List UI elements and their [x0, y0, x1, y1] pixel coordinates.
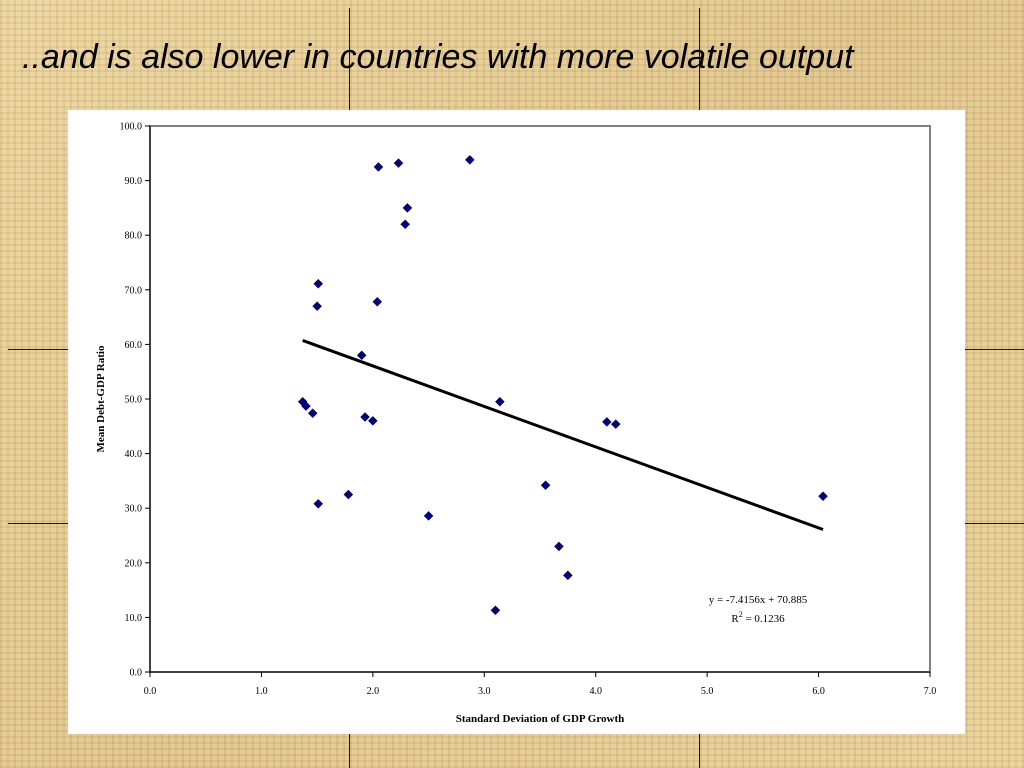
tile-seam-horizontal-left-1: [8, 349, 68, 350]
y-tick-label: 0.0: [130, 668, 143, 679]
x-tick-label: 4.0: [589, 686, 602, 697]
tile-seam-vertical-1: [349, 8, 350, 110]
data-point: [540, 480, 551, 491]
data-point: [402, 203, 413, 213]
data-point: [373, 162, 384, 172]
plot-area-frame: [149, 125, 931, 673]
tile-seam-vertical-3: [349, 734, 350, 768]
slide-title: ..and is also lower in countries with mo…: [22, 38, 854, 76]
data-point: [313, 498, 324, 509]
data-point: [400, 219, 411, 230]
data-point: [307, 408, 318, 419]
r-squared-label: R2 = 0.1236: [731, 610, 785, 625]
r-squared-value: = 0.1236: [743, 613, 785, 625]
data-point: [360, 412, 370, 422]
x-tick-label: 1.0: [255, 686, 268, 697]
x-tick-label: 3.0: [478, 686, 491, 697]
scatter-chart: 0.010.020.030.040.050.060.070.080.090.01…: [95, 122, 937, 726]
tile-seam-horizontal-right-2: [965, 523, 1024, 524]
y-tick-label: 90.0: [125, 176, 143, 187]
chart-panel: 0.0 10.0 20.0 30.0 40.0 50.0 60.0 70.0 80.0 90.0 1…: [68, 110, 965, 734]
y-tick-label: 50.0: [125, 395, 143, 406]
x-axis-title: Standard Deviation of GDP Growth: [456, 713, 624, 725]
data-point: [343, 489, 354, 500]
data-point: [312, 301, 322, 312]
tile-seam-vertical-4: [699, 734, 700, 768]
y-tick-label: 30.0: [125, 504, 143, 515]
r-squared-letter: R: [731, 613, 739, 625]
data-point: [301, 401, 311, 411]
data-point: [602, 417, 612, 427]
x-tick-label: 2.0: [367, 686, 380, 697]
y-tick-label: 100.0: [120, 122, 143, 133]
data-point: [368, 415, 378, 426]
data-point: [423, 510, 434, 521]
y-tick-label: 20.0: [125, 558, 143, 569]
tile-seam-vertical-2: [699, 8, 700, 110]
tile-seam-horizontal-left-2: [8, 523, 68, 524]
y-tick-label: 40.0: [125, 449, 143, 460]
trendline: [302, 339, 824, 531]
data-point: [490, 605, 501, 616]
data-point: [356, 350, 367, 361]
y-tick-label: 10.0: [125, 613, 143, 624]
data-point: [610, 419, 621, 429]
data-points: [297, 154, 828, 616]
y-tick-label: 60.0: [125, 340, 143, 351]
trendline-equation: y = -7.4156x + 70.885: [709, 594, 808, 606]
x-tick-label: 5.0: [701, 686, 714, 697]
tile-seam-horizontal-right-1: [965, 349, 1024, 350]
r-squared-superscript: 2: [739, 610, 743, 619]
x-tick-label: 6.0: [812, 686, 825, 697]
data-point: [372, 296, 383, 307]
data-point: [464, 154, 475, 165]
data-point: [563, 570, 573, 581]
trendline-group: [302, 339, 824, 531]
data-point: [393, 158, 404, 168]
y-axis-title: Mean Debt-GDP Ratio: [95, 345, 107, 452]
y-axis-ticks: 0.0 10.0 20.0 30.0 40.0 50.0 60.0 70.0 80.0 90.0 1…: [120, 122, 150, 679]
data-point: [313, 278, 324, 289]
data-point: [554, 541, 564, 552]
x-axis-ticks: 0.0 1.0 2.0 3.0 4.0 5.0 6.0 7.0: [144, 672, 937, 697]
data-point: [818, 491, 828, 502]
data-point: [495, 396, 505, 407]
y-tick-label: 70.0: [125, 285, 143, 296]
x-tick-label: 7.0: [924, 686, 937, 697]
x-tick-label: 0.0: [144, 686, 157, 697]
y-tick-label: 80.0: [125, 231, 143, 242]
